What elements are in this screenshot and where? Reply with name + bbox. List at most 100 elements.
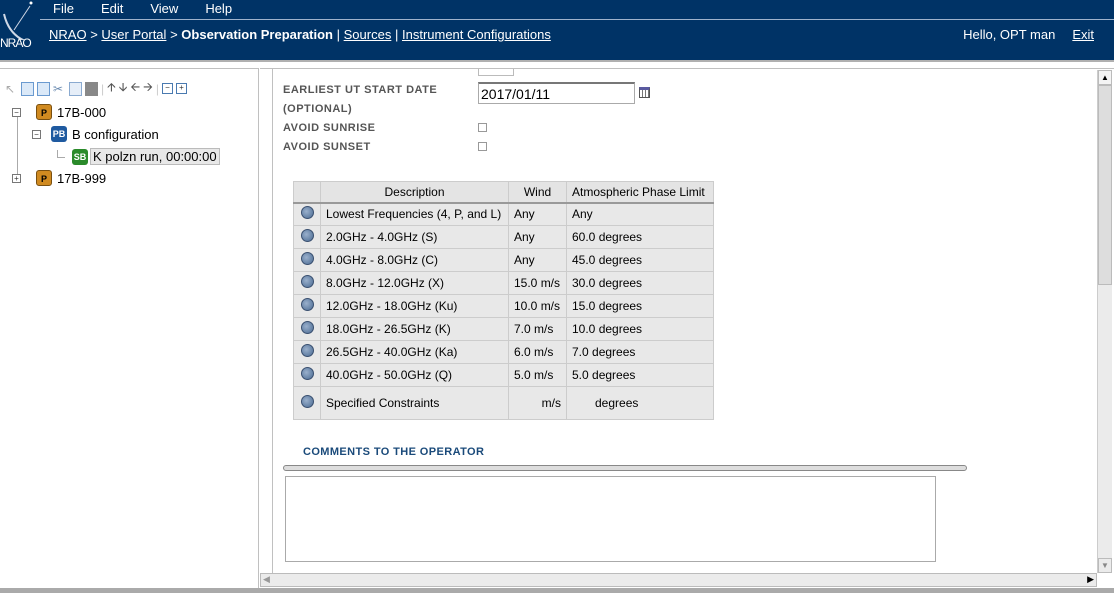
radio-button[interactable] <box>300 367 314 380</box>
radio-cell[interactable] <box>293 248 321 272</box>
header-description: Description <box>320 181 509 204</box>
program-block-badge-icon: PB <box>51 126 67 142</box>
tree-node-project[interactable]: + P 17B-999 <box>12 170 106 186</box>
add-document-icon[interactable] <box>37 81 50 96</box>
pointer-icon[interactable]: ↖ <box>5 81 16 96</box>
table-row[interactable]: 40.0GHz - 50.0GHz (Q) 5.0 m/s 5.0 degree… <box>293 363 714 387</box>
cut-icon[interactable]: ✂ <box>53 81 64 96</box>
breadcrumb-user-portal[interactable]: User Portal <box>101 27 167 42</box>
cell-wind: Any <box>508 225 567 249</box>
radio-button[interactable] <box>300 206 314 220</box>
radio-button[interactable] <box>300 229 314 242</box>
partially-hidden-button[interactable] <box>478 69 514 76</box>
radio-cell[interactable] <box>293 340 321 364</box>
editor-scroll-area: EARLIEST UT START DATE (OPTIONAL) 2017/0… <box>272 69 1097 573</box>
cell-phase: Any <box>566 202 714 226</box>
expand-all-icon[interactable]: + <box>176 83 187 94</box>
vertical-scroll-thumb[interactable] <box>1098 85 1112 285</box>
move-right-icon[interactable]: 🡪 <box>143 80 153 94</box>
menu-view[interactable]: View <box>150 1 179 16</box>
header-wind: Wind <box>508 181 567 204</box>
cell-description: 4.0GHz - 8.0GHz (C) <box>320 248 509 272</box>
table-row[interactable]: 4.0GHz - 8.0GHz (C) Any 45.0 degrees <box>293 248 714 272</box>
breadcrumb-current: Observation Preparation <box>181 27 333 42</box>
move-up-icon[interactable]: 🡩 <box>107 80 116 94</box>
nrao-logo[interactable]: NRAO <box>0 0 40 52</box>
instrument-configurations-link[interactable]: Instrument Configurations <box>401 27 551 42</box>
comments-textarea[interactable] <box>285 476 936 562</box>
radio-button[interactable] <box>300 298 314 311</box>
radio-button[interactable] <box>300 252 314 265</box>
cell-phase: 10.0 degrees <box>566 317 714 341</box>
wind-unit: m/s <box>541 396 561 410</box>
cell-phase: 60.0 degrees <box>566 225 714 249</box>
tree-line <box>57 149 65 158</box>
radio-cell[interactable] <box>293 271 321 295</box>
exit-link[interactable]: Exit <box>1072 27 1094 42</box>
table-row[interactable]: 8.0GHz - 12.0GHz (X) 15.0 m/s 30.0 degre… <box>293 271 714 295</box>
header-radio <box>293 181 321 204</box>
breadcrumb: NRAO > User Portal > Observation Prepara… <box>49 27 551 42</box>
collapse-toggle[interactable]: − <box>32 129 41 139</box>
breadcrumb-nrao[interactable]: NRAO <box>49 27 87 42</box>
tree-node-project[interactable]: − P 17B-000 <box>12 104 106 120</box>
horizontal-scrollbar[interactable]: ◀ ▶ <box>260 573 1097 587</box>
cell-description: 2.0GHz - 4.0GHz (S) <box>320 225 509 249</box>
scroll-right-button[interactable]: ▶ <box>1087 574 1094 584</box>
editor-panel: EARLIEST UT START DATE (OPTIONAL) 2017/0… <box>260 68 1114 588</box>
radio-button[interactable] <box>300 344 314 357</box>
move-left-icon[interactable]: 🡨 <box>130 80 141 94</box>
paste-icon[interactable] <box>85 81 98 96</box>
avoid-sunrise-checkbox[interactable] <box>478 123 487 132</box>
sources-link[interactable]: Sources <box>343 27 392 42</box>
radio-cell[interactable] <box>293 225 321 249</box>
project-badge-icon: P <box>36 170 52 186</box>
bottom-border <box>0 588 1114 593</box>
cell-description: Lowest Frequencies (4, P, and L) <box>320 202 509 226</box>
breadcrumb-sep: > <box>90 27 98 42</box>
table-row[interactable]: 26.5GHz - 40.0GHz (Ka) 6.0 m/s 7.0 degre… <box>293 340 714 364</box>
move-down-icon[interactable]: 🡫 <box>118 80 128 94</box>
radio-cell[interactable] <box>293 202 321 226</box>
comments-label: COMMENTS TO THE OPERATOR <box>303 446 485 458</box>
tree-node-program-block[interactable]: − PB B configuration <box>32 126 159 142</box>
cell-description: 12.0GHz - 18.0GHz (Ku) <box>320 294 509 318</box>
vertical-scrollbar[interactable]: ▲ ▼ <box>1097 70 1112 573</box>
collapse-toggle[interactable]: − <box>12 107 21 117</box>
table-row[interactable]: 12.0GHz - 18.0GHz (Ku) 10.0 m/s 15.0 deg… <box>293 294 714 318</box>
radio-button[interactable] <box>300 321 314 334</box>
radio-cell[interactable] <box>293 294 321 318</box>
cell-description: 8.0GHz - 12.0GHz (X) <box>320 271 509 295</box>
table-row[interactable]: 18.0GHz - 26.5GHz (K) 7.0 m/s 10.0 degre… <box>293 317 714 341</box>
user-area: Hello, OPT man Exit <box>963 27 1094 42</box>
new-document-icon[interactable] <box>21 81 34 96</box>
cell-description: Specified Constraints <box>320 386 509 420</box>
avoid-sunset-checkbox[interactable] <box>478 142 487 151</box>
start-date-optional-label: (OPTIONAL) <box>283 103 353 115</box>
menu-help[interactable]: Help <box>205 1 233 16</box>
radio-button[interactable] <box>300 395 314 408</box>
radio-button[interactable] <box>300 275 314 288</box>
avoid-sunrise-label: AVOID SUNRISE <box>283 122 376 134</box>
table-row[interactable]: 2.0GHz - 4.0GHz (S) Any 60.0 degrees <box>293 225 714 249</box>
tree-node-scheduling-block[interactable]: SB K polzn run, 00:00:00 <box>57 148 220 165</box>
avoid-sunset-label: AVOID SUNSET <box>283 141 371 153</box>
table-row[interactable]: Lowest Frequencies (4, P, and L) Any Any <box>293 202 714 226</box>
wind-input-cell[interactable]: m/s <box>508 386 567 420</box>
collapse-all-icon[interactable]: − <box>162 83 173 94</box>
copy-icon[interactable] <box>69 81 82 96</box>
calendar-icon[interactable] <box>639 87 650 98</box>
comments-splitter[interactable] <box>283 465 967 471</box>
table-row-specified[interactable]: Specified Constraints m/s degrees <box>293 386 714 420</box>
start-date-input[interactable]: 2017/01/11 <box>478 82 635 104</box>
phase-input-cell[interactable]: degrees <box>566 386 714 420</box>
radio-cell[interactable] <box>293 317 321 341</box>
menu-file[interactable]: File <box>53 1 74 16</box>
menu-edit[interactable]: Edit <box>100 1 124 16</box>
scroll-down-button[interactable]: ▼ <box>1098 558 1112 573</box>
expand-toggle[interactable]: + <box>12 173 21 183</box>
cell-phase: 30.0 degrees <box>566 271 714 295</box>
scroll-left-button[interactable]: ◀ <box>263 574 270 584</box>
scroll-up-button[interactable]: ▲ <box>1098 70 1112 85</box>
radio-cell[interactable] <box>293 363 321 387</box>
